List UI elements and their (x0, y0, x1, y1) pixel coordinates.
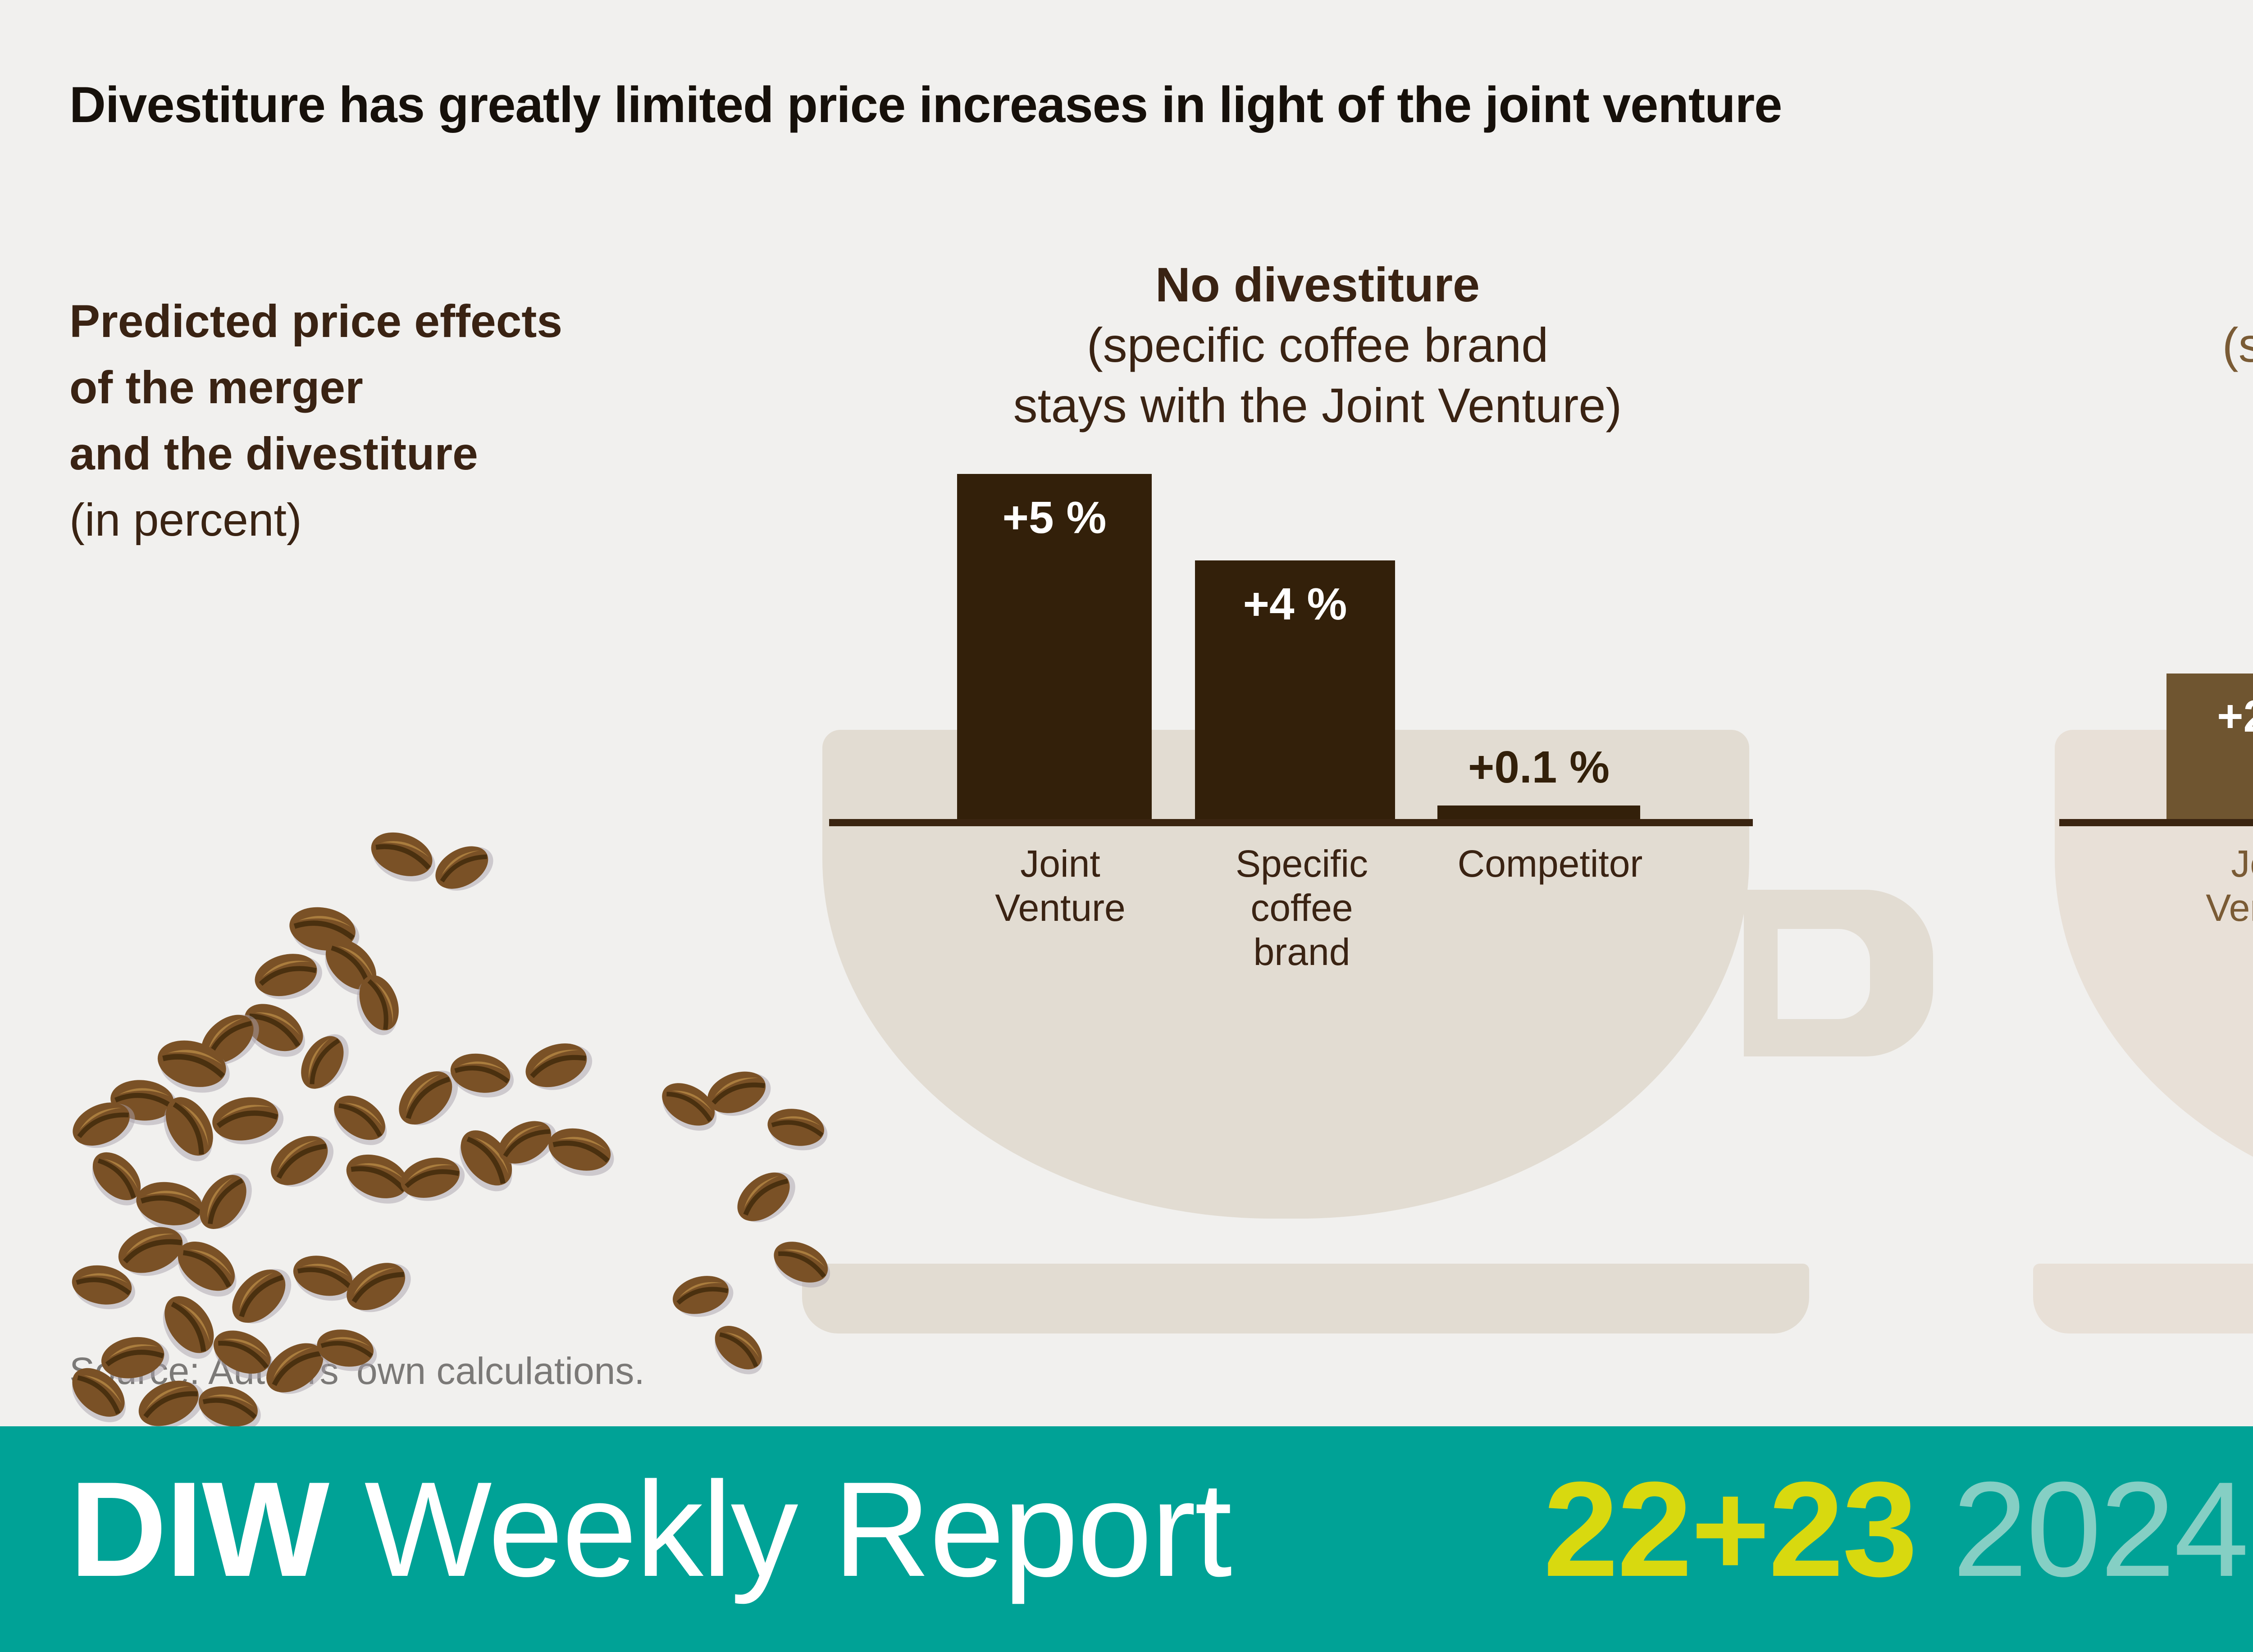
coffee-bean-icon (293, 1256, 356, 1301)
heading-line: to competitor) (1943, 375, 2253, 436)
coffee-bean-icon (662, 1083, 717, 1131)
coffee-bean-icon (200, 1173, 252, 1229)
coffee-bean-icon (212, 1097, 284, 1145)
coffee-bean-icon (317, 1329, 377, 1371)
note-line: Predicted price effects (69, 296, 563, 347)
bar-specific-coffee-brand: +4 % (1195, 560, 1395, 819)
coffee-bean-icon (244, 1004, 305, 1057)
cup-saucer (802, 1264, 1809, 1333)
coffee-bean-icon (101, 1337, 169, 1382)
note-line: of the merger (69, 362, 363, 413)
coffee-bean-icon (92, 1152, 141, 1206)
category-line: Venture (2206, 887, 2253, 929)
coffee-bean-icon (767, 1109, 828, 1151)
bar-joint-venture: +2 % (2166, 674, 2253, 819)
coffee-bean-icon (450, 1053, 514, 1098)
chart-heading-no-divestiture: No divestiture (specific coffee brand st… (732, 255, 1903, 436)
heading-line: Divestiture (1943, 255, 2253, 315)
coffee-bean-icon (347, 1263, 411, 1312)
category-line: Competitor (1457, 842, 1643, 885)
coffee-bean-icon (138, 1380, 205, 1429)
bar-value-label: +0.1 % (1468, 742, 1610, 792)
x-axis-line (829, 819, 1753, 826)
cup-saucer (2033, 1264, 2253, 1333)
issue-number: 22+23 2024 (1543, 1416, 2249, 1642)
coffee-bean-icon (255, 954, 322, 1000)
coffee-bean-icon (672, 1276, 734, 1317)
coffee-bean-icon (334, 1096, 387, 1145)
coffee-bean-icon (157, 1040, 230, 1093)
coffee-bean-icon (774, 1242, 830, 1288)
coffee-bean-icon (371, 832, 435, 882)
coffee-bean-icon (213, 1330, 273, 1379)
footer-band: DIW Weekly Report 22+23 2024 DIW BERLIN (0, 1426, 2253, 1652)
coffee-bean-icon (72, 1265, 135, 1310)
category-line: Joint (1020, 842, 1100, 885)
note-line: and the divestiture (69, 428, 478, 479)
heading-line: (specific coffee brand (1086, 318, 1549, 372)
coffee-bean-icon (356, 975, 399, 1035)
category-line: Joint (2231, 842, 2253, 885)
coffee-bean-icon (232, 1269, 292, 1324)
coffee-bean-icon (136, 1182, 206, 1231)
coffee-bean-icon (346, 1154, 410, 1204)
coffee-beans-illustration (0, 766, 901, 1442)
brand-diw: DIW (69, 1453, 329, 1605)
heading-line: No divestiture (1155, 257, 1480, 312)
coffee-bean-icon (72, 1368, 126, 1422)
bar-value-label: +5 % (1002, 492, 1107, 543)
coffee-bean-icon (715, 1326, 763, 1374)
coffee-bean-icon (271, 1136, 334, 1187)
coffee-bean-icon (737, 1172, 795, 1222)
x-axis-line (2059, 819, 2253, 826)
category-line: brand (1253, 931, 1350, 973)
category-line: Specific (1235, 842, 1368, 885)
bar-competitor: +0.1 % (1437, 742, 1640, 819)
coffee-bean-icon (118, 1227, 188, 1276)
coffee-bean-icon (178, 1242, 237, 1297)
page-title: Divestiture has greatly limited price in… (69, 77, 1782, 133)
category-label-specific-coffee-brand: Specific coffee brand (1144, 842, 1459, 974)
note-line: (in percent) (69, 494, 302, 546)
category-label-joint-venture: Joint Venture (2113, 842, 2253, 930)
bar-value-label: +4 % (1243, 579, 1347, 629)
coffee-bean-icon (201, 1015, 259, 1065)
category-label-joint-venture: Joint Venture (903, 842, 1218, 930)
chart-heading-divestiture: Divestiture (specific coffee brand is so… (1943, 255, 2253, 436)
report-brand: DIW Weekly Report (69, 1416, 1232, 1642)
coffee-bean-icon (435, 846, 493, 891)
bar-joint-venture: +5 % (957, 474, 1152, 819)
coffee-bean-icon (164, 1097, 213, 1161)
coffee-bean-icon (266, 1343, 329, 1394)
coffee-bean-icon (198, 1386, 261, 1432)
heading-line: (specific coffee brand is sold (2222, 318, 2253, 372)
coffee-bean-icon (707, 1071, 771, 1116)
coffee-bean-icon (525, 1043, 593, 1090)
coffee-bean-icon (498, 1121, 556, 1165)
coffee-bean-icon (401, 1157, 465, 1201)
chart-subtitle-note: Predicted price effects of the merger an… (69, 288, 835, 553)
coffee-bean-icon (73, 1102, 135, 1148)
bar-value-label: +2 % (2217, 691, 2253, 742)
coffee-bean-icon (163, 1296, 214, 1359)
category-line: Venture (995, 887, 1126, 929)
category-line: coffee (1250, 887, 1353, 929)
coffee-bean-icon (399, 1070, 458, 1125)
issue-year: 2024 (1916, 1453, 2249, 1605)
coffee-bean-icon (548, 1128, 614, 1176)
coffee-bean-icon (301, 1034, 349, 1089)
heading-line: stays with the Joint Venture) (1013, 378, 1622, 432)
issue-weeks: 22+23 (1543, 1453, 1918, 1605)
brand-weekly-report: Weekly Report (328, 1453, 1232, 1605)
category-label-competitor: Competitor (1392, 842, 1708, 886)
cup-handle-hole (1778, 929, 1870, 1019)
